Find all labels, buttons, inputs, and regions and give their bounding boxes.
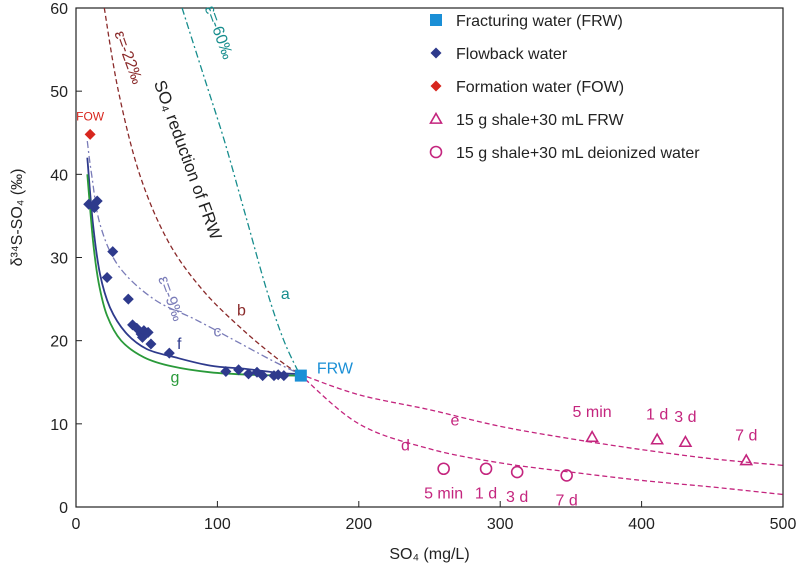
y-tick-label: 60: [50, 1, 68, 18]
legend-label-shale_frw: 15 g shale+30 mL FRW: [456, 112, 625, 129]
legend-label-shale_di: 15 g shale+30 mL deionized water: [456, 145, 700, 162]
shale_di-point: [560, 469, 573, 482]
curve-e: [299, 373, 783, 467]
legend-marker-fow: [430, 80, 442, 92]
shale_frw-point-label: 1 d: [646, 407, 668, 424]
flowback-point: [145, 338, 157, 350]
flowback-point: [257, 370, 269, 382]
legend-marker-flowback: [430, 47, 442, 59]
x-tick-label: 100: [204, 516, 231, 533]
curve-d: [298, 373, 783, 496]
x-tick-label: 500: [770, 516, 797, 533]
legend-marker-shale_frw: [429, 111, 443, 124]
shale_frw-point: [678, 435, 693, 448]
y-tick-label: 0: [59, 500, 68, 517]
flowback-point: [233, 364, 245, 376]
flowback-point: [142, 326, 154, 338]
curve-label-b: b: [237, 303, 246, 320]
epsilon-label-a: ε=-60‰: [201, 4, 236, 62]
fow-point-label: FOW: [76, 109, 105, 123]
flowback-point: [243, 368, 255, 380]
frw-point-label: FRW: [317, 361, 354, 378]
y-tick-label: 40: [50, 167, 68, 184]
frw-point: [294, 369, 307, 382]
shale_di-point-label: 1 d: [475, 486, 497, 503]
flowback-point: [107, 246, 119, 258]
y-tick-label: 20: [50, 334, 68, 351]
flowback-point: [220, 365, 232, 377]
shale_di-point: [479, 462, 493, 476]
plot-frame: [75, 7, 784, 508]
x-tick-label: 300: [487, 516, 514, 533]
shale_frw-point: [585, 430, 599, 443]
labels: a ε=-60‰ b ε=-22‰ c ε=-9‰ fg d e FRW FOW 5 min 1 d 3 …: [76, 4, 757, 510]
epsilon-label-c: ε=-9‰: [154, 274, 186, 324]
shale_di-point: [510, 465, 524, 479]
curve-label-a: a: [281, 286, 290, 303]
legend-marker-frw: [430, 14, 442, 26]
curve-label-d: d: [401, 437, 410, 454]
flowback-point: [101, 271, 113, 283]
annotation-so4-reduction: SO₄ reduction of FRW: [150, 78, 225, 243]
curve-label-f: f: [177, 336, 182, 353]
shale_frw-point-label: 7 d: [735, 427, 757, 444]
shale_frw-point: [739, 453, 754, 466]
curve-label-e: e: [450, 412, 459, 429]
legend-label-frw: Fracturing water (FRW): [456, 13, 623, 30]
axes: 0 100 200 300 400 500 0 10 20 30 40 50 60 SO₄ (mg/L) δ…: [9, 1, 796, 563]
shale_di-point-label: 3 d: [506, 489, 528, 506]
shale_di-point-label: 7 d: [556, 492, 578, 509]
shale_frw-point-label: 3 d: [674, 409, 696, 426]
flowback-point: [91, 195, 103, 207]
x-tick-label: 400: [628, 516, 655, 533]
x-tick-label: 0: [72, 516, 81, 533]
flowback-point: [122, 293, 134, 305]
legend-label-fow: Formation water (FOW): [456, 79, 624, 96]
flowback-point: [278, 370, 290, 382]
data-points: [83, 128, 754, 482]
flowback-point: [163, 347, 175, 359]
legend-label-flowback: Flowback water: [456, 46, 568, 63]
y-tick-label: 50: [50, 84, 68, 101]
epsilon-label-b: ε=-22‰: [110, 29, 145, 87]
curve-label-c: c: [213, 324, 221, 341]
legend: Fracturing water (FRW) Flowback water Form…: [429, 13, 700, 162]
shale_frw-point-label: 5 min: [573, 404, 612, 421]
curve-c: [86, 141, 300, 375]
x-tick-label: 200: [345, 516, 372, 533]
fow-point: [84, 128, 96, 140]
x-axis-title: SO₄ (mg/L): [389, 546, 469, 563]
shale_di-point: [437, 462, 450, 476]
shale_frw-point: [650, 432, 665, 445]
y-tick-label: 10: [50, 417, 68, 434]
shale_di-point-label: 5 min: [424, 486, 463, 503]
curve-label-g: g: [171, 369, 180, 386]
y-axis-title: δ³⁴S-SO₄ (‰): [9, 169, 26, 267]
curve-b: [103, 8, 300, 375]
curve-a: [181, 8, 300, 375]
legend-marker-shale_di: [429, 145, 443, 159]
curve-g: [86, 174, 300, 377]
y-tick-label: 30: [50, 251, 68, 268]
